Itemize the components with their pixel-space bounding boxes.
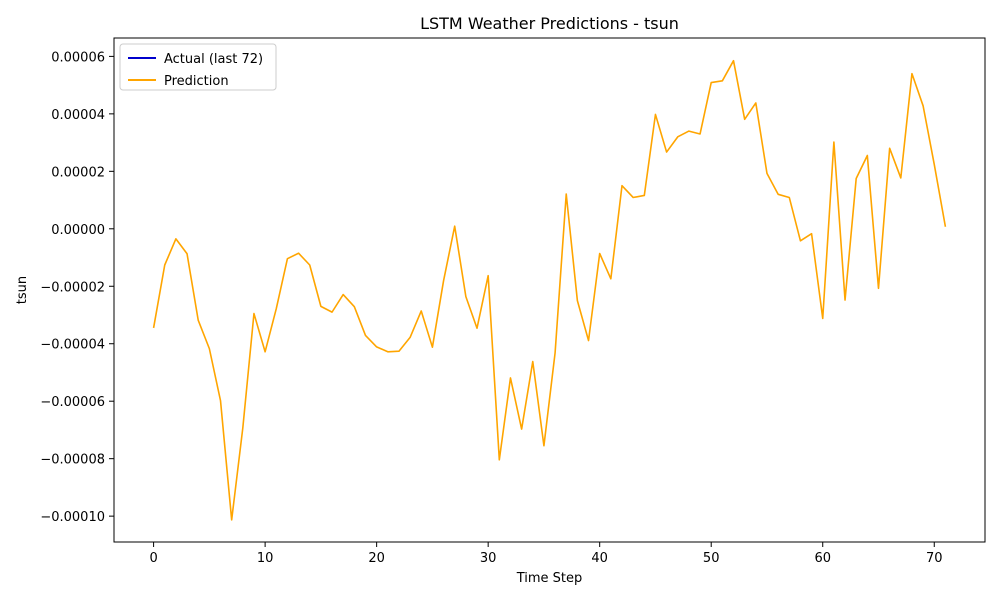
x-tick-label: 60 [814, 551, 831, 566]
y-axis-ticks: −0.00010 −0.00008 −0.00006 −0.00004 −0.00002… [40, 50, 114, 525]
chart-title: LSTM Weather Predictions - tsun [420, 14, 679, 33]
x-tick-label: 20 [368, 551, 385, 566]
y-tick-label: −0.00002 [40, 280, 105, 295]
legend: Actual (last 72) Prediction [119, 43, 277, 91]
y-axis-title: tsun [15, 276, 30, 304]
y-tick-label: 0.00002 [51, 165, 105, 180]
x-tick-label: 30 [480, 551, 497, 566]
x-axis-ticks: 0 10 20 30 40 50 60 70 [149, 542, 943, 566]
y-tick-label: −0.00004 [40, 338, 105, 353]
x-tick-label: 10 [257, 551, 274, 566]
y-tick-label: −0.00010 [40, 510, 105, 525]
legend-label: Actual (last 72) [164, 52, 263, 67]
x-tick-label: 0 [149, 551, 157, 566]
legend-label: Prediction [164, 74, 229, 89]
series-layer [152, 59, 947, 521]
legend-box [119, 43, 277, 91]
x-tick-label: 40 [591, 551, 608, 566]
series-line-1 [152, 59, 947, 521]
y-tick-label: 0.00006 [51, 50, 105, 65]
y-tick-label: 0.00004 [51, 108, 105, 123]
y-tick-label: −0.00006 [40, 395, 105, 410]
x-tick-label: 70 [926, 551, 943, 566]
x-tick-label: 50 [703, 551, 720, 566]
y-tick-label: −0.00008 [40, 453, 105, 468]
plot-area-frame [113, 37, 986, 543]
x-axis-title: Time Step [516, 571, 583, 586]
y-tick-label: 0.00000 [51, 223, 105, 238]
